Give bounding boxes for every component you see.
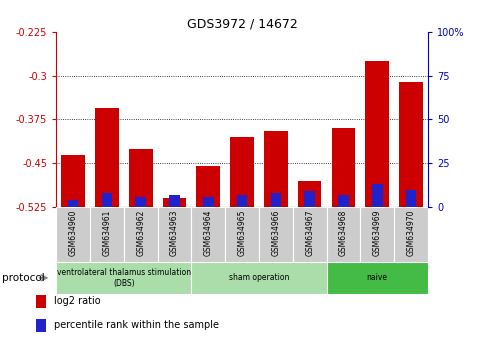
Bar xyxy=(326,262,427,294)
Bar xyxy=(264,131,287,207)
Bar xyxy=(365,61,388,207)
Text: sham operation: sham operation xyxy=(228,273,288,282)
Bar xyxy=(157,207,191,262)
Bar xyxy=(236,195,247,207)
Bar xyxy=(129,149,152,207)
Text: GSM634968: GSM634968 xyxy=(338,209,347,256)
Bar xyxy=(163,198,186,207)
Bar xyxy=(56,262,191,294)
Bar xyxy=(224,207,259,262)
Text: naive: naive xyxy=(366,273,387,282)
Bar xyxy=(371,184,382,207)
Bar xyxy=(360,207,393,262)
Bar xyxy=(326,207,360,262)
Title: GDS3972 / 14672: GDS3972 / 14672 xyxy=(186,18,297,31)
Bar xyxy=(270,193,281,207)
Bar xyxy=(169,195,180,207)
Bar xyxy=(56,207,90,262)
Bar xyxy=(191,262,326,294)
Bar xyxy=(393,207,427,262)
Text: GSM634961: GSM634961 xyxy=(102,209,111,256)
Text: GSM634970: GSM634970 xyxy=(406,209,415,256)
Text: GSM634969: GSM634969 xyxy=(372,209,381,256)
Text: ventrolateral thalamus stimulation
(DBS): ventrolateral thalamus stimulation (DBS) xyxy=(57,268,190,287)
Bar xyxy=(191,207,224,262)
Bar xyxy=(90,207,123,262)
Bar xyxy=(95,108,119,207)
Bar xyxy=(123,207,157,262)
Bar xyxy=(36,295,45,308)
Bar xyxy=(405,190,415,207)
Bar xyxy=(297,181,321,207)
Bar xyxy=(398,81,422,207)
Bar xyxy=(230,137,253,207)
Bar xyxy=(259,207,292,262)
Bar xyxy=(203,196,213,207)
Text: GSM634965: GSM634965 xyxy=(237,209,246,256)
Bar xyxy=(292,207,326,262)
Text: GSM634964: GSM634964 xyxy=(203,209,212,256)
Text: GSM634960: GSM634960 xyxy=(68,209,78,256)
Bar xyxy=(102,193,112,207)
Bar xyxy=(304,191,314,207)
Bar xyxy=(36,319,45,332)
Text: protocol: protocol xyxy=(2,273,45,283)
Bar xyxy=(337,195,348,207)
Bar xyxy=(68,200,78,207)
Text: GSM634966: GSM634966 xyxy=(271,209,280,256)
Bar xyxy=(61,154,85,207)
Bar xyxy=(196,166,220,207)
Text: GSM634962: GSM634962 xyxy=(136,209,145,256)
Text: percentile rank within the sample: percentile rank within the sample xyxy=(54,320,218,330)
Bar xyxy=(331,128,354,207)
Text: log2 ratio: log2 ratio xyxy=(54,296,100,306)
Text: GSM634967: GSM634967 xyxy=(305,209,313,256)
Bar xyxy=(135,196,146,207)
Text: GSM634963: GSM634963 xyxy=(170,209,179,256)
